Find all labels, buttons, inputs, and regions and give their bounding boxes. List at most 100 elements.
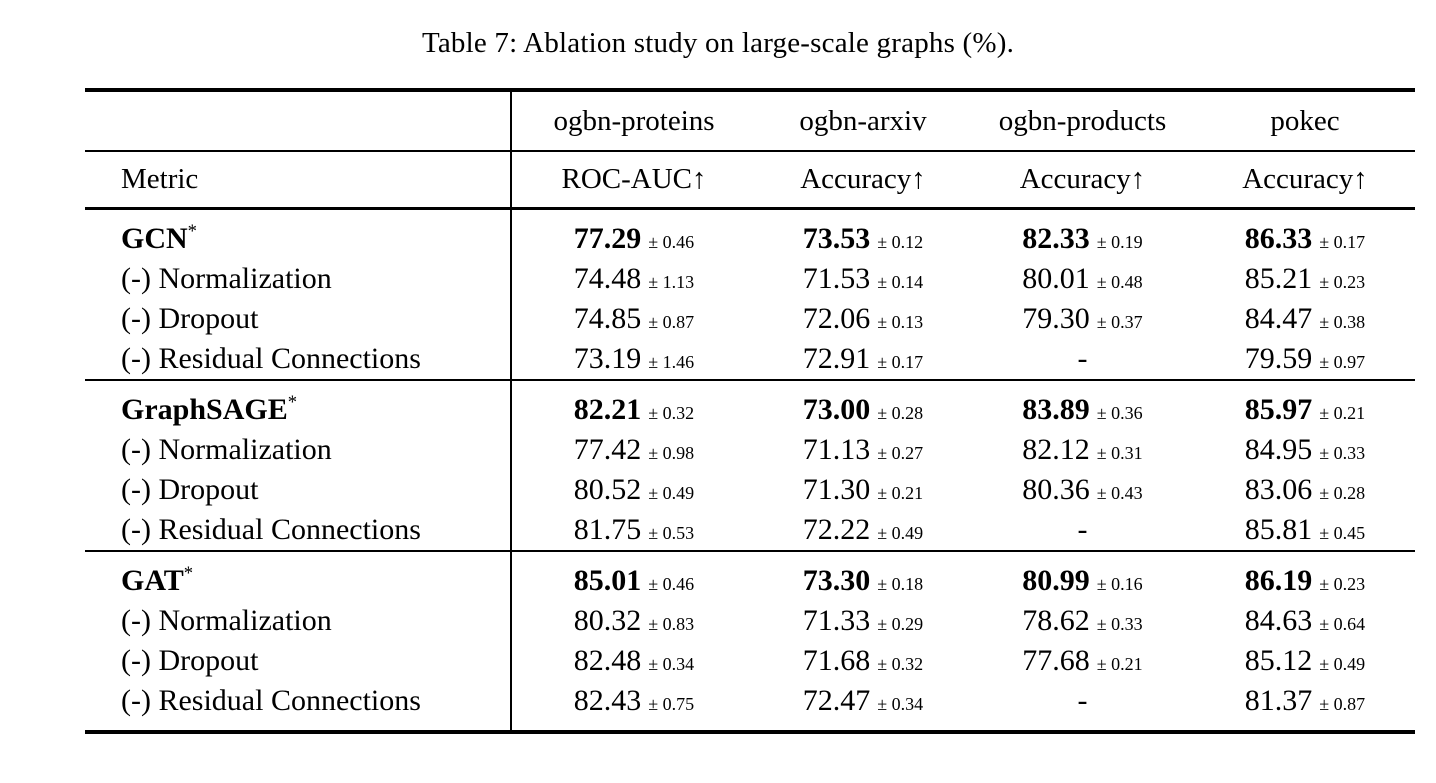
metric-cell: 82.43 ± 0.75 — [510, 681, 756, 734]
std-dev: ± 0.17 — [877, 352, 924, 372]
row-label-cell: GraphSAGE* — [85, 379, 511, 430]
metric-cell: 79.59 ± 0.97 — [1195, 339, 1415, 380]
metric-cell: 74.85 ± 0.87 — [510, 299, 756, 339]
metric-cell: 82.48 ± 0.34 — [510, 641, 756, 681]
metric-cell: 80.01 ± 0.48 — [970, 259, 1195, 299]
metric-value: 82.12 — [1022, 433, 1090, 466]
std-dev: ± 0.46 — [648, 574, 695, 594]
metric-value: 82.48 — [573, 644, 642, 677]
metric-value: 85.12 — [1244, 644, 1313, 677]
ablation-label: (-) Normalization — [121, 433, 332, 466]
std-dev: ± 0.43 — [1096, 483, 1143, 503]
metric-cell: 83.89 ± 0.36 — [970, 379, 1195, 430]
std-dev: ± 0.23 — [1319, 272, 1366, 292]
metric-cell: 73.30 ± 0.18 — [756, 550, 970, 601]
metric-value: 84.95 — [1244, 433, 1313, 466]
metric-value: - — [1077, 342, 1088, 375]
std-dev: ± 0.21 — [1096, 654, 1143, 674]
metric-cell: 84.63 ± 0.64 — [1195, 601, 1415, 641]
metric-cell: 85.97 ± 0.21 — [1195, 379, 1415, 430]
metric-value: 73.19 — [573, 342, 642, 375]
ablation-label: (-) Normalization — [121, 604, 332, 637]
metric-cell: 80.52 ± 0.49 — [510, 470, 756, 510]
ablation-row: (-) Dropout 82.48 ± 0.34 71.68 ± 0.32 77.68 ± … — [85, 641, 1415, 681]
metric-cell: 83.06 ± 0.28 — [1195, 470, 1415, 510]
row-label-cell: (-) Normalization — [85, 259, 511, 299]
row-label-cell: (-) Dropout — [85, 470, 511, 510]
model-asterisk: * — [187, 221, 197, 242]
metric-value: 71.33 — [802, 604, 871, 637]
std-dev: ± 0.28 — [1319, 483, 1366, 503]
metric-cell: 71.68 ± 0.32 — [756, 641, 970, 681]
std-dev: ± 0.48 — [1096, 272, 1143, 292]
metric-cell: 81.75 ± 0.53 — [510, 510, 756, 551]
model-name: GAT — [121, 564, 184, 597]
std-dev: ± 0.45 — [1319, 523, 1366, 543]
ablation-label: (-) Residual Connections — [121, 684, 421, 717]
metric-value: - — [1077, 513, 1088, 546]
metric-cell: 84.47 ± 0.38 — [1195, 299, 1415, 339]
metric-cell: 72.47 ± 0.34 — [756, 681, 970, 734]
std-dev: ± 0.19 — [1096, 232, 1143, 252]
metric-value: 81.37 — [1244, 684, 1313, 717]
row-label-cell: (-) Residual Connections — [85, 681, 511, 734]
ablation-row: (-) Residual Connections 82.43 ± 0.75 72.47… — [85, 681, 1415, 734]
metric-value: 83.06 — [1244, 473, 1313, 506]
metric-cell: 80.99 ± 0.16 — [970, 550, 1195, 601]
row-label-cell: (-) Dropout — [85, 299, 511, 339]
std-dev: ± 0.49 — [648, 483, 695, 503]
row-label-cell: (-) Dropout — [85, 641, 511, 681]
std-dev: ± 1.46 — [648, 352, 695, 372]
std-dev: ± 0.83 — [648, 614, 695, 634]
metric-value: 72.47 — [802, 684, 871, 717]
std-dev: ± 0.36 — [1096, 403, 1143, 423]
metric-value: 80.99 — [1022, 564, 1090, 597]
dataset-header-row: ogbn-proteins ogbn-arxiv ogbn-products poke… — [85, 90, 1415, 151]
metric-cell: - — [970, 681, 1195, 734]
metric-value: 85.21 — [1244, 262, 1313, 295]
metric-value: 84.63 — [1244, 604, 1313, 637]
model-row: GCN* 77.29 ± 0.46 73.53 ± 0.12 82.33 ± 0.19 86.… — [85, 208, 1415, 260]
std-dev: ± 0.17 — [1319, 232, 1366, 252]
std-dev: ± 0.16 — [1096, 574, 1143, 594]
metric-cell: 72.06 ± 0.13 — [756, 299, 970, 339]
std-dev: ± 0.75 — [648, 694, 695, 714]
metric-header: Accuracy↑ — [1195, 150, 1415, 210]
metric-cell: 71.33 ± 0.29 — [756, 601, 970, 641]
metric-cell: 85.01 ± 0.46 — [510, 550, 756, 601]
ablation-row: (-) Normalization 77.42 ± 0.98 71.13 ± 0.27 8… — [85, 430, 1415, 470]
std-dev: ± 0.28 — [877, 403, 924, 423]
std-dev: ± 0.33 — [1319, 443, 1366, 463]
std-dev: ± 0.14 — [877, 272, 924, 292]
metric-cell: 73.53 ± 0.12 — [756, 209, 970, 260]
metric-value: 74.85 — [573, 302, 642, 335]
ablation-row: (-) Residual Connections 73.19 ± 1.46 72.91… — [85, 339, 1415, 380]
metric-cell: 86.33 ± 0.17 — [1195, 209, 1415, 260]
metric-value: - — [1077, 684, 1088, 717]
std-dev: ± 0.87 — [648, 312, 695, 332]
metric-value: 86.33 — [1244, 222, 1313, 255]
std-dev: ± 0.33 — [1096, 614, 1143, 634]
ablation-row: (-) Normalization 74.48 ± 1.13 71.53 ± 0.14 8… — [85, 259, 1415, 299]
row-label-cell: (-) Normalization — [85, 430, 511, 470]
model-name: GCN — [121, 222, 188, 255]
metric-cell: 80.32 ± 0.83 — [510, 601, 756, 641]
ablation-row: (-) Normalization 80.32 ± 0.83 71.33 ± 0.29 7… — [85, 601, 1415, 641]
metric-value: 85.81 — [1244, 513, 1313, 546]
dataset-header: pokec — [1270, 104, 1340, 137]
metric-cell: 72.91 ± 0.17 — [756, 339, 970, 380]
ablation-label: (-) Dropout — [121, 302, 259, 335]
metric-cell: 80.36 ± 0.43 — [970, 470, 1195, 510]
model-asterisk: * — [183, 563, 194, 584]
metric-value: 85.01 — [573, 564, 642, 597]
metric-value: 77.68 — [1022, 644, 1090, 677]
ablation-table: ogbn-proteins ogbn-arxiv ogbn-products poke… — [85, 88, 1415, 734]
metric-cell: 82.21 ± 0.32 — [510, 379, 756, 430]
corner-cell — [85, 90, 511, 151]
metric-value: 77.29 — [573, 222, 642, 255]
model-name: GraphSAGE — [121, 393, 288, 426]
ablation-row: (-) Residual Connections 81.75 ± 0.53 72.22… — [85, 510, 1415, 551]
metric-value: 79.59 — [1244, 342, 1313, 375]
row-label-cell: GCN* — [85, 209, 511, 260]
